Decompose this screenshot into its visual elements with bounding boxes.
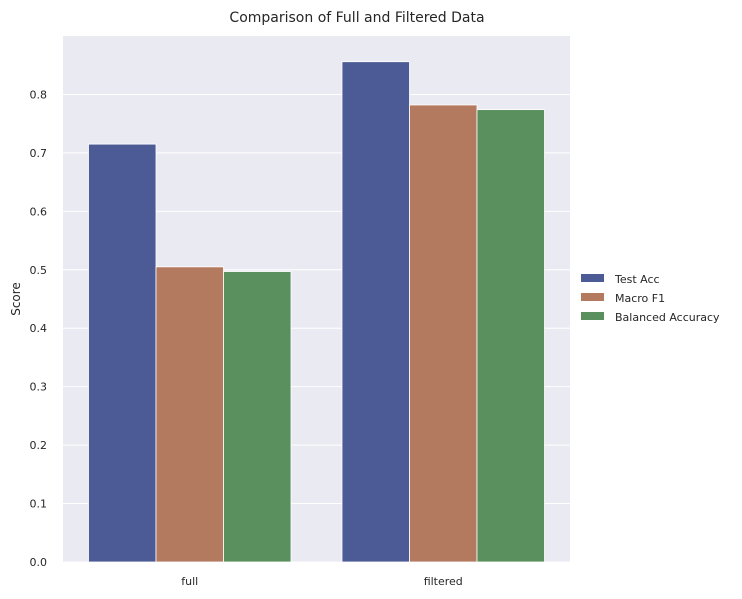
y-tick-label: 0.6: [30, 205, 48, 218]
bar-test-acc-full: [88, 143, 157, 563]
x-tick-label: filtered: [424, 575, 463, 588]
y-tick-label: 0.4: [30, 322, 48, 335]
bar-macro-f1-full: [155, 266, 224, 563]
bar-balanced-accuracy-filtered: [476, 109, 545, 563]
y-axis-label: Score: [9, 282, 23, 316]
y-tick-label: 0.5: [30, 264, 48, 277]
legend: Test Acc Macro F1 Balanced Accuracy: [581, 273, 720, 324]
plot-area: 0.0 0.1 0.2 0.3 0.4 0.5 0.6 0.7 0.8 full filtered: [30, 36, 570, 588]
y-tick-label: 0.3: [30, 381, 48, 394]
x-tick-label: full: [181, 575, 198, 588]
bar-macro-f1-filtered: [409, 104, 478, 563]
legend-label: Test Acc: [614, 273, 660, 286]
y-tick-label: 0.2: [30, 439, 48, 452]
legend-swatch: [581, 274, 604, 282]
y-tick-label: 0.1: [30, 498, 48, 511]
y-tick-label: 0.0: [30, 556, 48, 569]
bar-test-acc-filtered: [341, 61, 410, 563]
bar-balanced-accuracy-full: [223, 271, 292, 563]
chart-title: Comparison of Full and Filtered Data: [229, 10, 484, 26]
legend-label: Macro F1: [615, 292, 665, 305]
legend-swatch: [581, 293, 604, 301]
legend-label: Balanced Accuracy: [615, 311, 720, 324]
legend-swatch: [581, 312, 604, 320]
y-tick-label: 0.8: [30, 88, 48, 101]
y-tick-label: 0.7: [30, 147, 48, 160]
